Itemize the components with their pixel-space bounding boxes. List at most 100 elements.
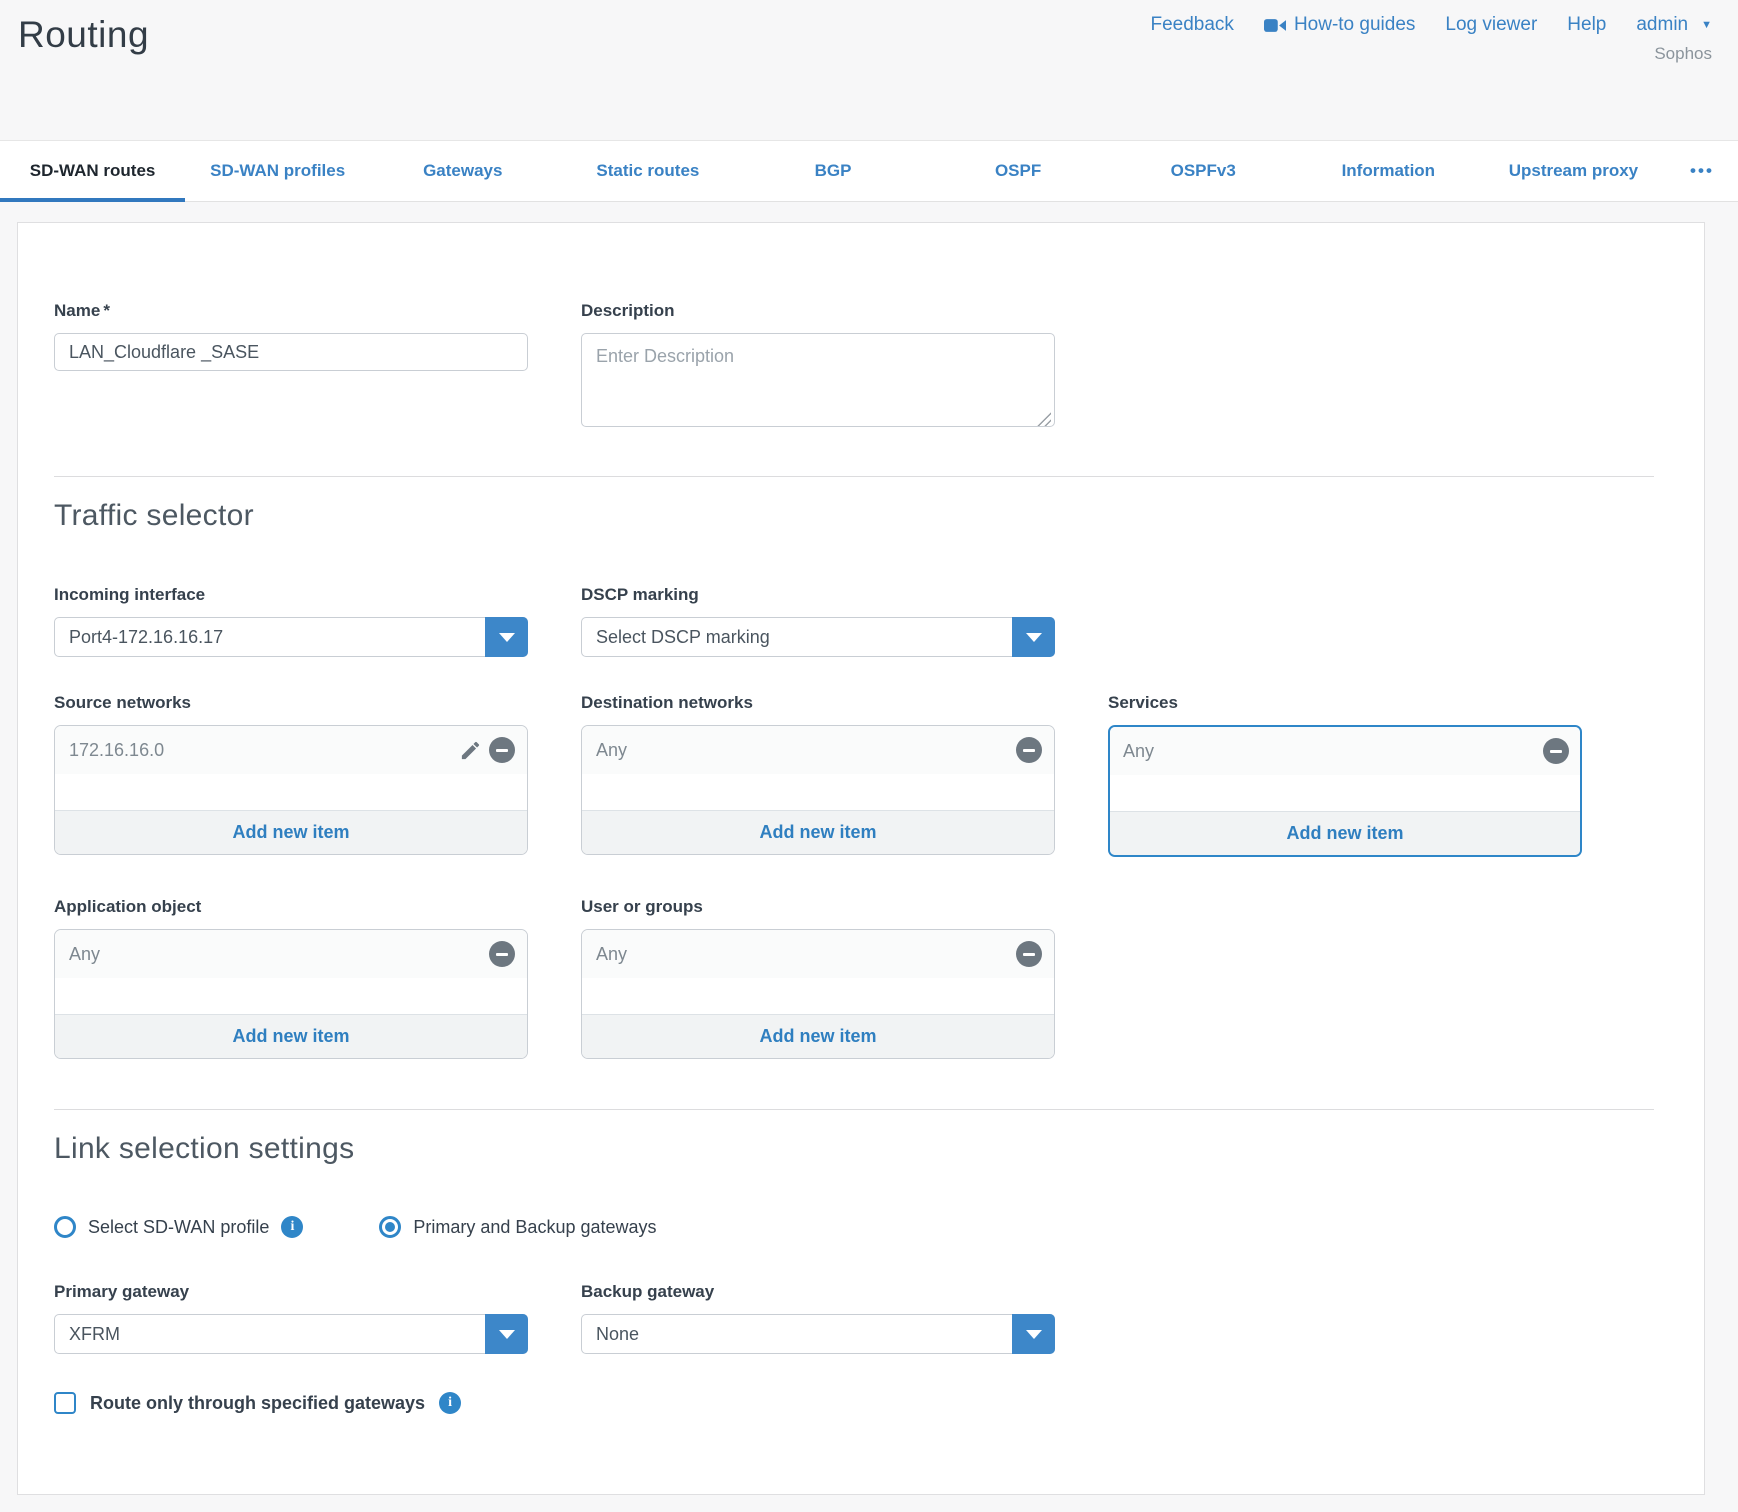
incoming-interface-label: Incoming interface (54, 585, 206, 604)
chevron-down-icon: ▼ (1701, 19, 1712, 31)
sd-wan-profile-radio-label: Select SD-WAN profile (88, 1216, 270, 1237)
chevron-down-icon (498, 1329, 515, 1339)
sd-wan-route-form-card: Name* Description Traffic selector Incom… (17, 222, 1705, 1495)
application-object-label: Application object (54, 897, 202, 916)
edit-pencil-icon[interactable] (459, 739, 482, 762)
dscp-marking-value: Select DSCP marking (596, 626, 770, 647)
route-only-checkbox[interactable] (54, 1392, 76, 1414)
destination-networks-label: Destination networks (581, 693, 753, 712)
remove-item-icon[interactable] (1016, 941, 1042, 967)
primary-backup-radio-group[interactable]: Primary and Backup gateways (379, 1216, 657, 1238)
backup-gateway-select[interactable]: None (581, 1314, 1055, 1354)
dropdown-arrow-button[interactable] (1012, 617, 1055, 657)
top-nav: Feedback How-to guides Log viewer Help a… (1150, 14, 1712, 36)
dscp-marking-group: DSCP marking Select DSCP marking (581, 585, 1055, 657)
more-tabs-icon[interactable]: ••• (1690, 161, 1714, 180)
admin-menu[interactable]: admin ▼ (1636, 14, 1712, 36)
sd-wan-profile-radio[interactable] (54, 1216, 76, 1238)
primary-backup-radio[interactable] (379, 1216, 402, 1238)
tab-gateways[interactable]: Gateways (423, 161, 503, 180)
brand-label: Sophos (1654, 44, 1712, 63)
required-asterisk: * (103, 301, 110, 320)
remove-item-icon[interactable] (1016, 737, 1042, 763)
tab-information[interactable]: Information (1341, 161, 1436, 180)
add-new-item-button[interactable]: Add new item (55, 1014, 527, 1058)
routing-tabbar: SD-WAN routes SD-WAN profiles Gateways S… (0, 140, 1738, 202)
list-empty-area (1110, 775, 1580, 811)
tab-static-routes[interactable]: Static routes (596, 161, 700, 180)
list-empty-area (55, 774, 527, 810)
add-new-item-button[interactable]: Add new item (55, 810, 527, 854)
info-icon[interactable]: i (439, 1392, 462, 1414)
dscp-marking-label: DSCP marking (581, 585, 699, 604)
application-object-listbox: Any Add new item (54, 929, 528, 1059)
services-listbox: Any Add new item (1108, 725, 1582, 857)
application-object-group: Application object Any Add new item (54, 897, 528, 1059)
traffic-selector-heading: Traffic selector (54, 499, 254, 532)
services-label: Services (1108, 693, 1178, 712)
source-networks-group: Source networks 172.16.16.0 Add new item (54, 693, 528, 857)
tab-upstream-proxy[interactable]: Upstream proxy (1508, 161, 1639, 180)
sd-wan-profile-radio-group[interactable]: Select SD-WAN profile i (54, 1216, 304, 1238)
remove-item-icon[interactable] (1543, 738, 1569, 764)
info-icon[interactable]: i (281, 1216, 304, 1238)
tab-sd-wan-routes[interactable]: SD-WAN routes (0, 141, 186, 202)
description-field-group: Description (581, 301, 1055, 432)
primary-gateway-group: Primary gateway XFRM (54, 1282, 528, 1354)
destination-networks-listbox: Any Add new item (581, 725, 1055, 855)
log-viewer-link[interactable]: Log viewer (1445, 14, 1537, 36)
help-link[interactable]: Help (1567, 14, 1606, 36)
add-new-item-button[interactable]: Add new item (1110, 811, 1580, 855)
name-label-text: Name (54, 301, 101, 320)
list-item: Any (55, 930, 527, 978)
remove-item-icon[interactable] (489, 941, 515, 967)
list-item-text: Any (596, 739, 628, 760)
tab-sd-wan-profiles[interactable]: SD-WAN profiles (210, 161, 346, 180)
dropdown-arrow-button[interactable] (485, 1314, 528, 1354)
incoming-interface-select[interactable]: Port4-172.16.16.17 (54, 617, 528, 657)
incoming-interface-group: Incoming interface Port4-172.16.16.17 (54, 585, 528, 657)
help-label: Help (1567, 14, 1607, 35)
list-item-text: Any (69, 943, 101, 964)
add-new-item-button[interactable]: Add new item (582, 810, 1054, 854)
tab-ospf[interactable]: OSPF (994, 161, 1042, 180)
add-new-item-button[interactable]: Add new item (582, 1014, 1054, 1058)
destination-networks-group: Destination networks Any Add new item (581, 693, 1055, 857)
source-networks-listbox: 172.16.16.0 Add new item (54, 725, 528, 855)
primary-gateway-select[interactable]: XFRM (54, 1314, 528, 1354)
user-or-groups-label: User or groups (581, 897, 703, 916)
chevron-down-icon (498, 632, 515, 642)
description-textarea[interactable] (581, 333, 1055, 427)
tab-bgp[interactable]: BGP (814, 161, 852, 180)
howto-guides-label: How-to guides (1293, 14, 1416, 35)
dropdown-arrow-button[interactable] (485, 617, 528, 657)
list-item: 172.16.16.0 (55, 726, 527, 774)
remove-item-icon[interactable] (489, 737, 515, 763)
chevron-down-icon (1025, 632, 1042, 642)
dropdown-arrow-button[interactable] (1012, 1314, 1055, 1354)
name-input[interactable] (54, 333, 528, 371)
list-item: Any (582, 726, 1054, 774)
howto-guides-link[interactable]: How-to guides (1263, 14, 1416, 36)
backup-gateway-label: Backup gateway (581, 1282, 715, 1301)
list-empty-area (582, 978, 1054, 1014)
feedback-link[interactable]: Feedback (1150, 14, 1233, 36)
name-label: Name * (54, 301, 528, 321)
video-camera-icon (1263, 18, 1286, 33)
link-selection-heading: Link selection settings (54, 1132, 355, 1165)
list-item-text: Any (596, 943, 628, 964)
route-only-checkbox-row: Route only through specified gateways i (54, 1392, 1654, 1414)
list-empty-area (55, 978, 527, 1014)
chevron-down-icon (1025, 1329, 1042, 1339)
section-divider (54, 476, 1654, 477)
user-or-groups-group: User or groups Any Add new item (581, 897, 1055, 1059)
dscp-marking-select[interactable]: Select DSCP marking (581, 617, 1055, 657)
tab-ospfv3[interactable]: OSPFv3 (1170, 161, 1236, 180)
incoming-interface-value: Port4-172.16.16.17 (69, 626, 224, 647)
route-only-checkbox-label: Route only through specified gateways (90, 1392, 426, 1413)
list-empty-area (582, 774, 1054, 810)
name-field-group: Name * (54, 301, 528, 432)
primary-gateway-value: XFRM (69, 1323, 120, 1344)
list-item-text: 172.16.16.0 (69, 739, 165, 760)
primary-backup-radio-label: Primary and Backup gateways (413, 1216, 657, 1237)
